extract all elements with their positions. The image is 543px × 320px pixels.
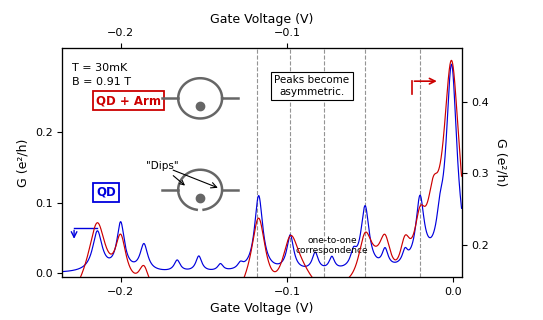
Text: QD: QD [96, 186, 116, 199]
X-axis label: Gate Voltage (V): Gate Voltage (V) [210, 302, 314, 315]
Text: QD + Arm: QD + Arm [96, 94, 161, 107]
Y-axis label: G (e²/h): G (e²/h) [16, 138, 29, 187]
Text: one-to-one
correspondence: one-to-one correspondence [295, 236, 368, 255]
Text: "Dips": "Dips" [146, 161, 184, 185]
Text: T = 30mK: T = 30mK [72, 63, 128, 73]
Text: B = 0.91 T: B = 0.91 T [72, 76, 131, 87]
X-axis label: Gate Voltage (V): Gate Voltage (V) [210, 13, 314, 26]
Y-axis label: G (e²/h): G (e²/h) [494, 138, 507, 187]
Text: Peaks become
asymmetric.: Peaks become asymmetric. [274, 76, 350, 97]
